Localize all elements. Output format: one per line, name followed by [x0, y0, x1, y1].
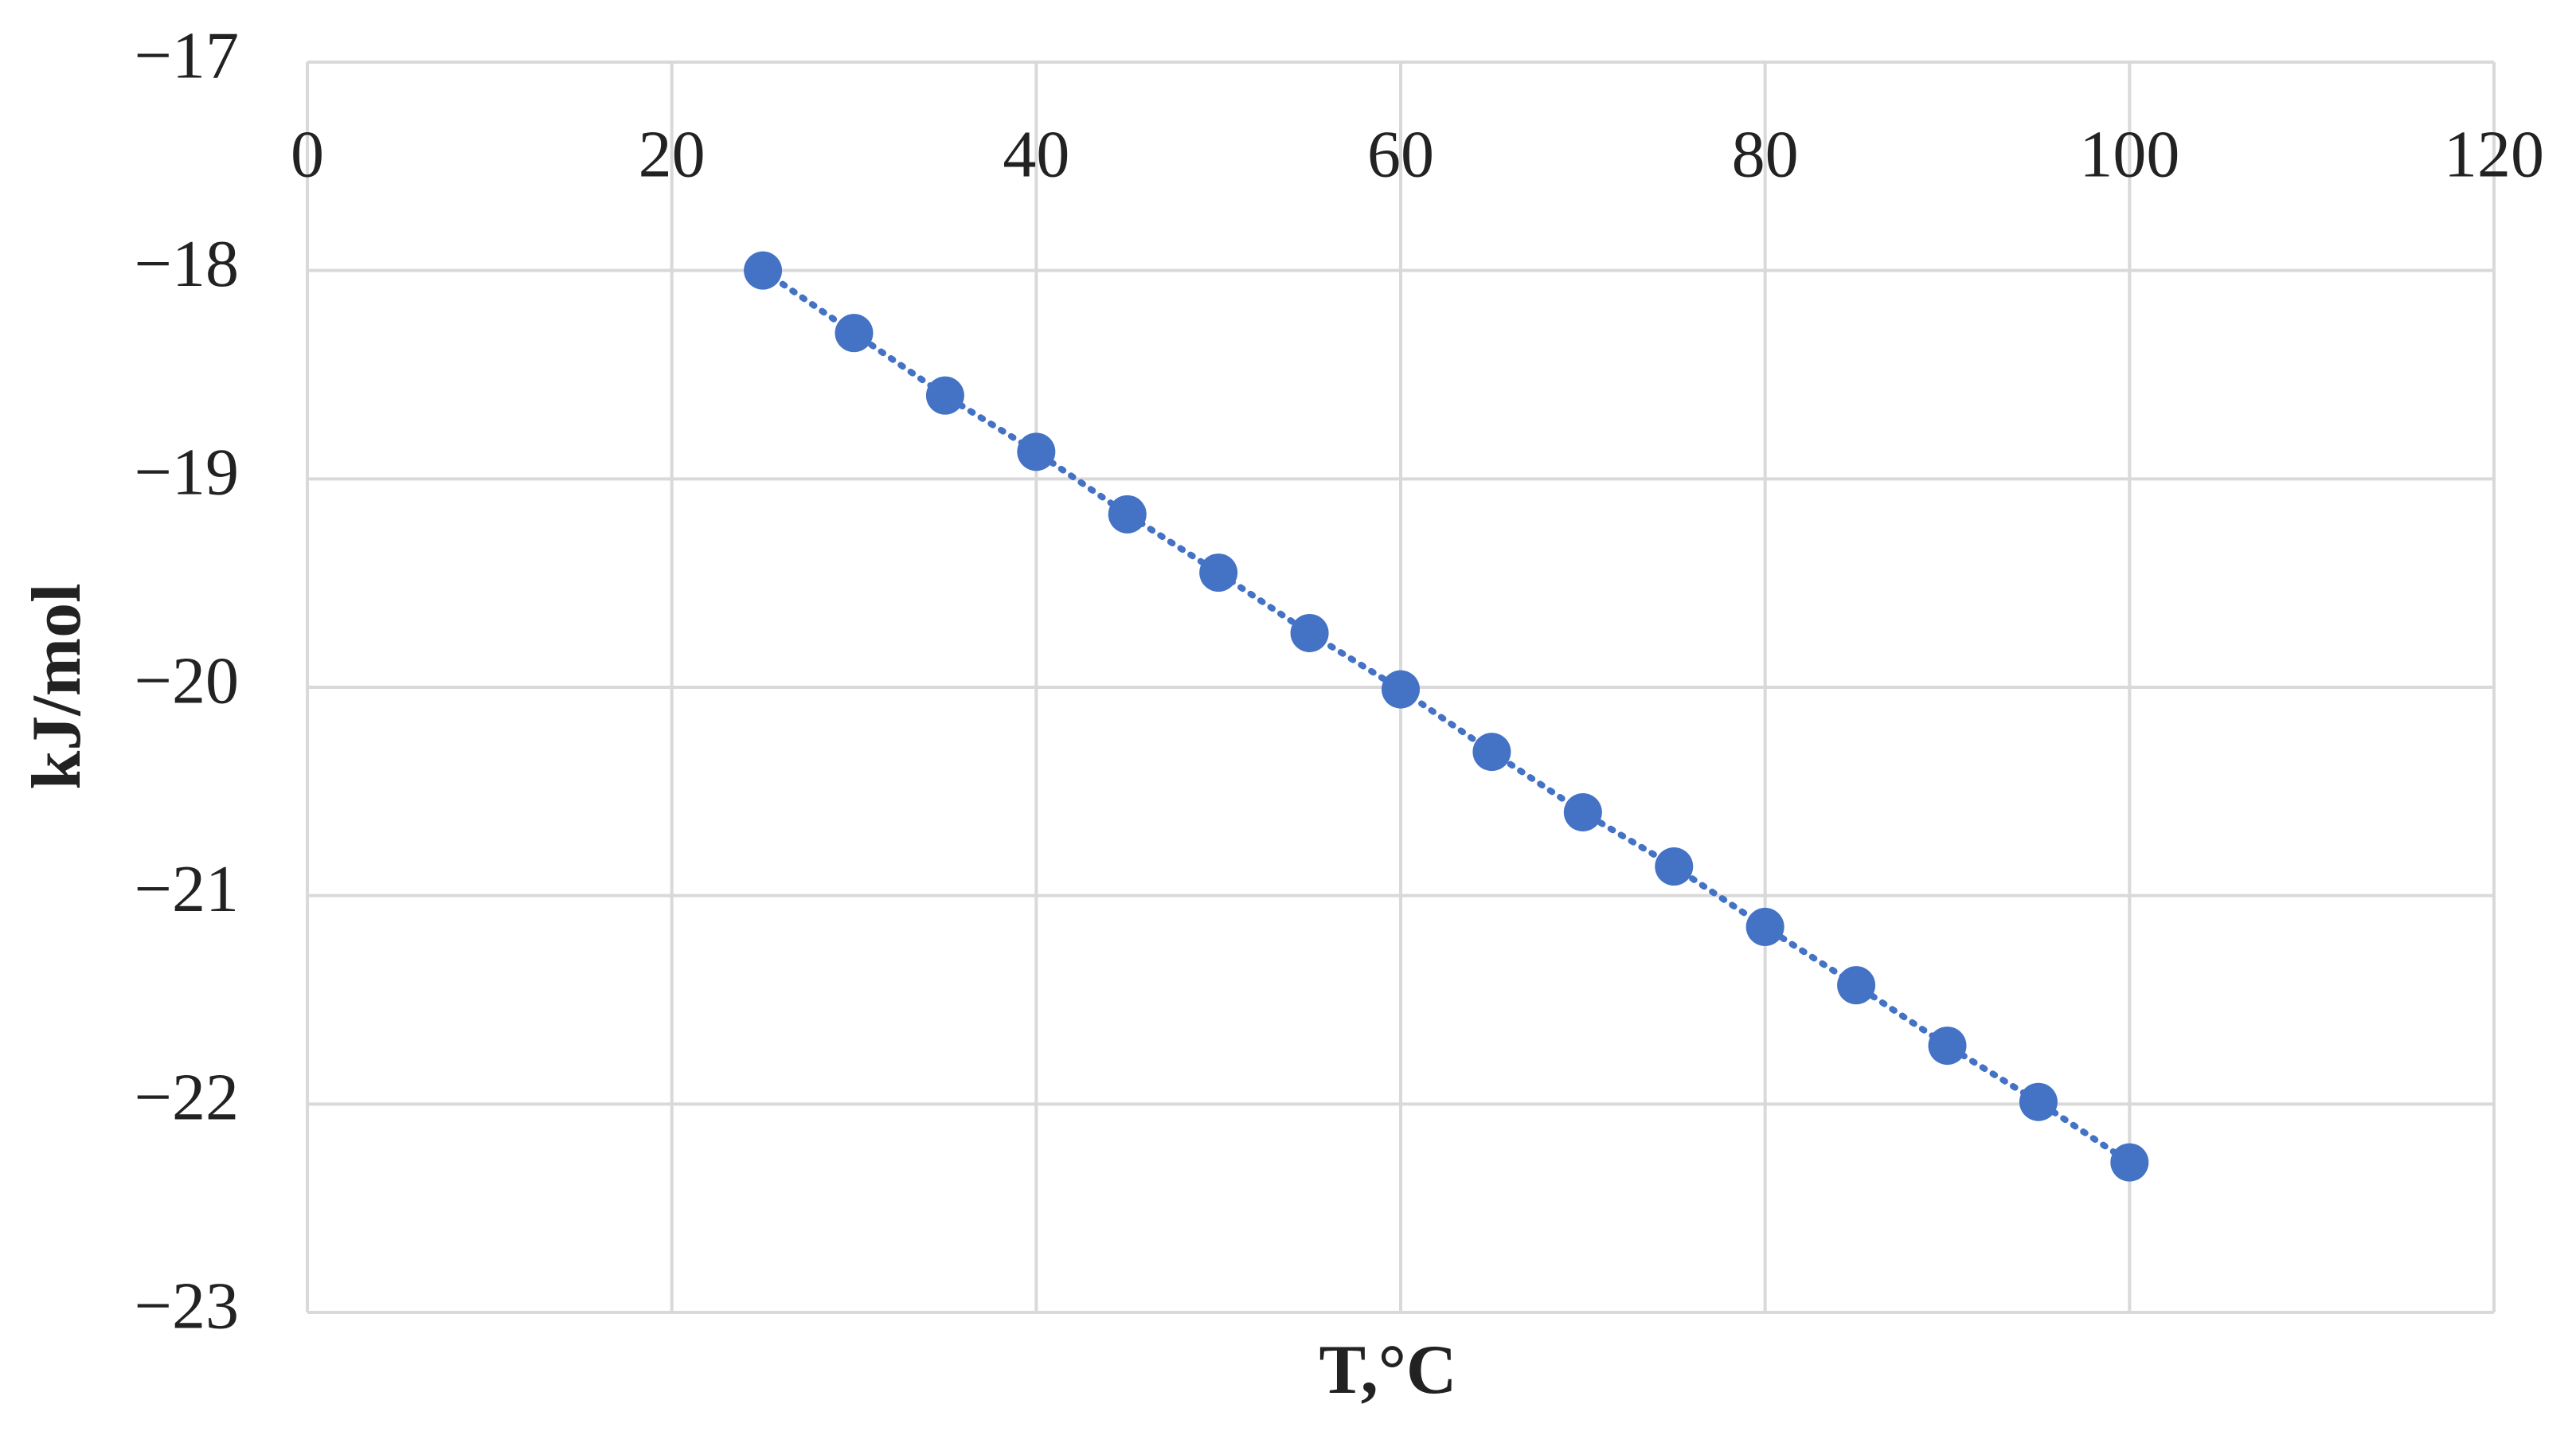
x-tick-label: 120: [2444, 117, 2544, 191]
data-point: [1655, 847, 1694, 886]
data-point: [925, 376, 964, 415]
x-tick-label: 20: [639, 117, 706, 191]
y-tick-label: −17: [135, 18, 239, 92]
data-point: [744, 251, 783, 290]
y-tick-label: −21: [135, 852, 239, 926]
y-tick-label: −23: [135, 1269, 239, 1343]
data-point: [1017, 432, 1056, 471]
data-point: [1745, 907, 1784, 946]
x-tick-label: 100: [2079, 117, 2179, 191]
y-tick-label: −19: [135, 436, 239, 510]
data-point: [2110, 1143, 2149, 1182]
data-point: [1199, 553, 1238, 592]
data-point: [1563, 793, 1602, 831]
data-point: [1472, 733, 1511, 772]
x-tick-label: 0: [291, 117, 324, 191]
trend-line: [760, 267, 2133, 1166]
y-axis-title: kJ/mol: [18, 583, 96, 789]
data-point: [1928, 1027, 1967, 1066]
data-point: [2019, 1082, 2058, 1121]
x-tick-label: 40: [1003, 117, 1069, 191]
x-tick-label: 80: [1732, 117, 1799, 191]
y-tick-label: −22: [135, 1061, 239, 1135]
y-tick-label: −20: [135, 643, 239, 718]
data-point: [1837, 966, 1876, 1005]
data-point: [1108, 495, 1147, 534]
y-tick-label: −18: [135, 227, 239, 301]
x-axis-title: T,°C: [1319, 1332, 1457, 1409]
x-tick-label: 60: [1367, 117, 1434, 191]
data-point: [835, 314, 874, 353]
data-point: [1382, 670, 1420, 709]
data-point: [1290, 613, 1329, 652]
